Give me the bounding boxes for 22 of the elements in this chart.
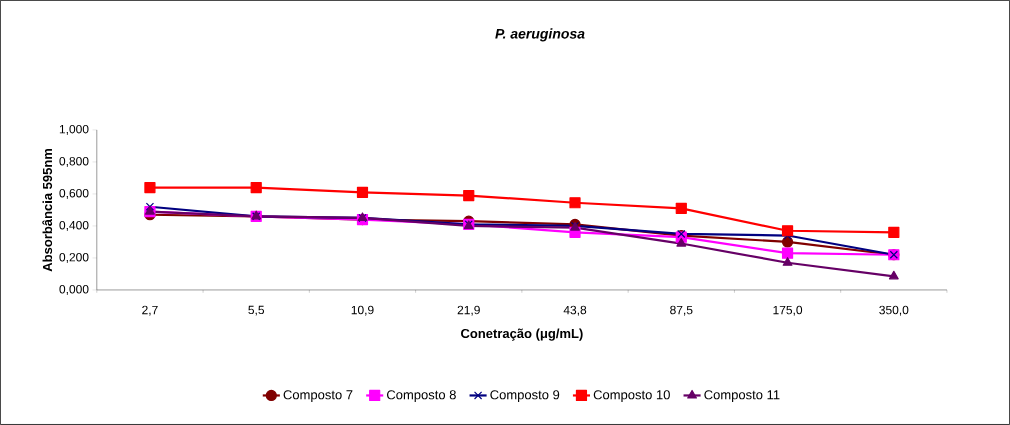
x-tick-label: 350,0 xyxy=(879,305,909,316)
x-tick-label: 2,7 xyxy=(142,305,158,316)
y-tick-label: 1,000 xyxy=(59,125,89,135)
legend-label: Composto 9 xyxy=(490,390,560,403)
y-axis-title: Absorbância 595nm xyxy=(42,149,53,272)
y-tick-label: 0,400 xyxy=(59,221,89,231)
x-axis-title: Conetração (μg/mL) xyxy=(461,328,583,341)
legend-label: Composto 7 xyxy=(283,390,353,403)
legend-label: Composto 11 xyxy=(704,390,780,403)
x-tick-label: 43,8 xyxy=(563,305,587,316)
chart-title: P. aeruginosa xyxy=(495,28,585,42)
x-tick-label: 175,0 xyxy=(773,305,803,316)
x-tick-label: 21,9 xyxy=(457,305,480,316)
x-tick-label: 5,5 xyxy=(248,305,265,316)
x-tick-label: 10,9 xyxy=(351,305,374,316)
legend-label: Composto 8 xyxy=(386,390,456,403)
legend-label: Composto 10 xyxy=(593,390,670,403)
y-tick-label: 0,600 xyxy=(59,189,89,199)
x-tick-label: 87,5 xyxy=(670,305,693,316)
y-tick-label: 0,800 xyxy=(59,157,89,167)
y-tick-label: 0,200 xyxy=(59,253,89,263)
y-tick-label: 0,000 xyxy=(59,285,89,295)
